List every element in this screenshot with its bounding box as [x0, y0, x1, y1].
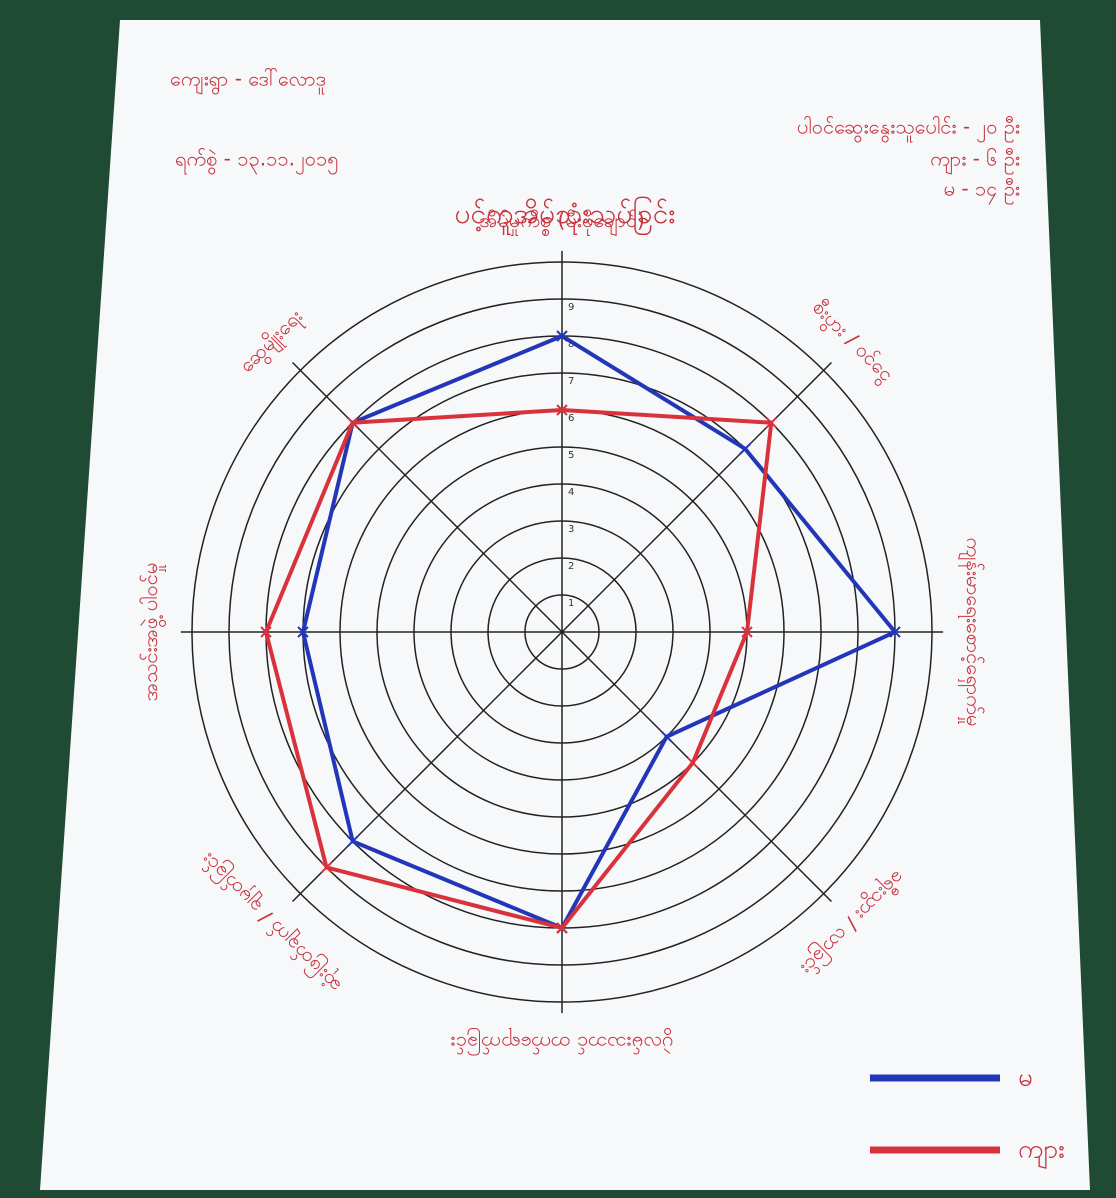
- point-marker: [556, 330, 568, 342]
- legend-label: မ: [1018, 1063, 1033, 1093]
- axis-label: ပွဲလမ်းသဘင် တက်ရောက်ခြင်း: [451, 1028, 674, 1056]
- point-marker: [739, 443, 751, 455]
- point-marker: [556, 404, 568, 416]
- point-marker: [297, 626, 309, 638]
- point-marker: [346, 416, 359, 429]
- r-tick-label: 3: [568, 524, 574, 535]
- r-tick-label: 9: [568, 302, 574, 313]
- legend-label: ကျား: [1018, 1135, 1065, 1170]
- r-tick-label: 4: [568, 487, 574, 498]
- point-marker: [765, 416, 778, 429]
- axis-line: [561, 361, 833, 633]
- participants-male: ကျား - ၆ ဦး: [930, 147, 1020, 175]
- participants-female: မ - ၁၄ ဦး: [944, 177, 1020, 205]
- axis-line: [291, 631, 563, 903]
- point-marker: [556, 922, 568, 934]
- axis-label: ကျန်းမာရေးစောင့်ရှောက်မှု: [958, 538, 986, 727]
- point-marker: [687, 757, 699, 769]
- point-marker: [889, 626, 901, 638]
- point-marker: [660, 730, 673, 743]
- r-tick-label: 5: [568, 450, 574, 461]
- axis-line: [291, 361, 563, 633]
- point-marker: [346, 835, 359, 848]
- point-marker: [260, 626, 272, 638]
- point-marker: [320, 861, 333, 874]
- chart-title: ပင့်ကူအိမ်သုံးသပ်ခြင်း: [455, 195, 676, 236]
- r-tick-label: 1: [568, 598, 574, 609]
- participants-total: ပါဝင်ဆွေးနွေးသူပေါင်း - ၂၀ ဦး: [797, 115, 1020, 143]
- axis-label: အသင်းအဖွဲ့ ပါဝင်မှု: [138, 563, 166, 702]
- r-tick-label: 6: [568, 413, 574, 424]
- point-marker: [741, 626, 753, 638]
- r-tick-label: 7: [568, 376, 574, 387]
- axis-label: အိမ်မှုကိစ္စ (မီးဖိုချောင်): [479, 208, 645, 236]
- village: ကျေးရွာ - ဒေါ်လောဒူ: [170, 67, 326, 95]
- r-tick-label: 8: [568, 339, 574, 350]
- date: ရက်စွဲ - ၁၃.၁၁.၂၀၁၅: [175, 147, 339, 175]
- paper: [40, 20, 1090, 1190]
- r-tick-label: 2: [568, 561, 574, 572]
